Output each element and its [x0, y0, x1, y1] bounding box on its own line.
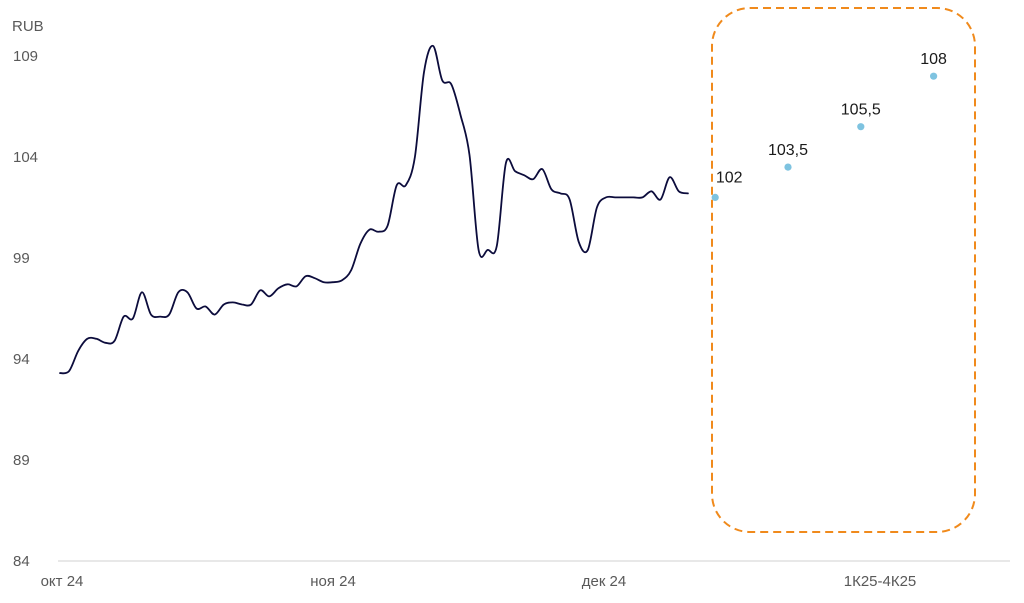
y-tick-label: 109	[13, 48, 38, 65]
forecast-point-label: 105,5	[841, 102, 881, 119]
x-tick-label: окт 24	[41, 573, 84, 590]
series-line-rub	[59, 44, 689, 375]
forecast-points: 102 103,5 105,5 108	[711, 51, 947, 201]
forecast-point	[857, 123, 865, 131]
forecast-point	[930, 72, 938, 80]
y-tick-label: 84	[13, 553, 30, 570]
forecast-point	[711, 193, 719, 201]
y-axis-ticks: 84 89 94 99 104 109	[13, 48, 38, 570]
x-axis-ticks: окт 24 ноя 24 дек 24 1К25-4К25	[41, 573, 917, 590]
forecast-highlight-box	[711, 7, 976, 533]
forecast-point	[784, 163, 792, 171]
y-tick-label: 104	[13, 149, 38, 166]
forecast-point-label: 108	[920, 51, 947, 68]
x-tick-label: 1К25-4К25	[844, 573, 917, 590]
y-tick-label: 89	[13, 452, 30, 469]
y-axis-unit-label: RUB	[12, 18, 44, 35]
forecast-point-label: 103,5	[768, 142, 808, 159]
y-tick-label: 99	[13, 250, 30, 267]
x-tick-label: дек 24	[582, 573, 627, 590]
x-tick-label: ноя 24	[310, 573, 356, 590]
forecast-point-label: 102	[716, 169, 743, 186]
y-tick-label: 94	[13, 351, 30, 368]
